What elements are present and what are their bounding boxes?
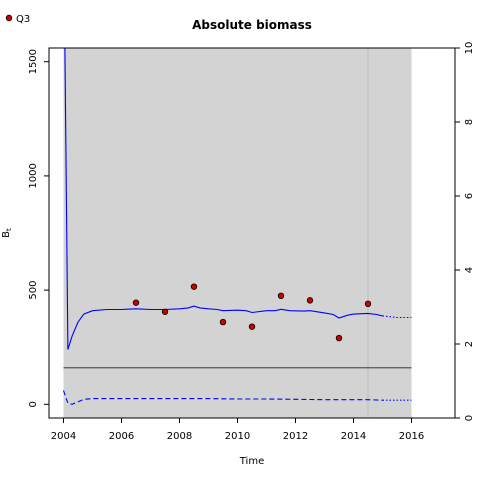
x-tick-label: 2014 [341,431,366,442]
data-point-q3 [306,297,314,304]
plot-frame [48,47,456,419]
x-tick-label: 2008 [167,431,192,442]
y-axis: 0 500 1000 1500 [28,49,49,407]
legend-label-q3: Q3 [16,14,30,25]
x-tick-label: 2004 [51,431,76,442]
y-tick-label: 0 [28,401,39,407]
y-right-tick-label: 4 [464,267,475,273]
y-right-tick-label: 6 [464,193,475,199]
y-axis-title: Bt [1,228,13,238]
legend-marker-q3 [5,14,13,22]
x-tick-label: 2006 [109,431,134,442]
x-tick-label: 2010 [225,431,250,442]
y-tick-label: 1500 [28,49,39,74]
y-axis-title-subscript: t [5,228,13,231]
y-right-tick-label: 10 [464,42,475,55]
y-right-tick-label: 8 [464,119,475,125]
data-point-q3 [161,308,169,315]
plot-area [48,47,456,419]
x-axis: 2004 2006 2008 2010 2012 2014 2016 [51,418,424,442]
data-point-q3 [277,292,285,300]
y-tick-label: 500 [28,281,39,300]
series-line-3-dashed [62,390,383,405]
data-point-q3 [190,283,198,290]
series-line-2-dotted [382,315,412,319]
data-point-q3 [132,299,140,306]
legend: Q3 [5,14,30,25]
series-group [62,47,412,405]
y-tick-label: 1000 [28,163,39,188]
data-point-q3 [219,318,227,326]
y-axis-right: 0 2 4 6 8 10 [455,42,475,421]
shaded-region [63,48,412,418]
series-line-1-solid [64,47,383,350]
x-axis-title: Time [239,456,264,467]
x-tick-label: 2012 [283,431,308,442]
y-axis-title-main: B [1,231,12,238]
chart-title: Absolute biomass [192,18,312,32]
observation-points [132,283,372,342]
y-right-tick-label: 0 [464,415,475,421]
y-right-tick-label: 2 [464,341,475,347]
data-point-q3 [335,334,343,342]
data-point-q3 [248,323,256,330]
data-point-q3 [364,300,372,308]
x-tick-label: 2016 [399,431,424,442]
